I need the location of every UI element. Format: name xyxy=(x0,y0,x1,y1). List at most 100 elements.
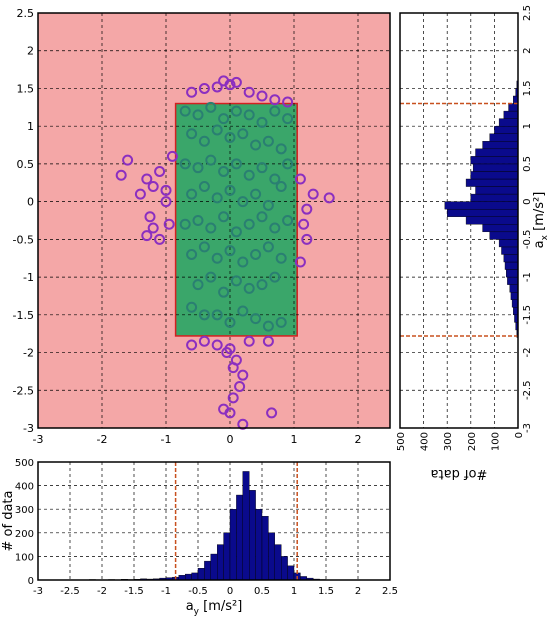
bar xyxy=(444,201,519,210)
point xyxy=(160,196,172,208)
x-axis-label: ay [m/s²] xyxy=(186,599,243,617)
point xyxy=(211,252,223,264)
point xyxy=(186,248,198,260)
point xyxy=(282,158,294,170)
point xyxy=(256,162,268,174)
label-unit: [m/s²] xyxy=(199,599,242,614)
point xyxy=(230,105,242,117)
bar xyxy=(274,544,282,581)
point xyxy=(227,362,239,374)
y-tick-label: -1 xyxy=(23,271,34,284)
point xyxy=(250,313,262,325)
frame xyxy=(37,461,391,581)
point xyxy=(198,335,210,347)
bar xyxy=(281,556,288,581)
x-axis-label: #of data xyxy=(431,466,488,481)
point xyxy=(198,82,210,94)
point xyxy=(262,199,274,211)
y-tick-label: 400 xyxy=(15,482,34,493)
y-tick-label: 0.5 xyxy=(522,156,533,172)
point xyxy=(147,222,159,234)
point xyxy=(237,256,249,268)
bar xyxy=(204,560,211,581)
point xyxy=(256,211,268,223)
point xyxy=(147,181,159,193)
bar xyxy=(210,553,218,581)
x-tick-label: 300 xyxy=(443,432,454,451)
point xyxy=(262,135,274,147)
point xyxy=(211,192,223,204)
point xyxy=(186,86,198,98)
point xyxy=(192,279,204,291)
point xyxy=(198,135,210,147)
y-tick-label: -1.5 xyxy=(13,309,34,322)
bar xyxy=(197,568,205,581)
y-tick-label: -2 xyxy=(522,348,533,358)
x-tick-label: 0 xyxy=(514,432,525,438)
point xyxy=(218,286,230,298)
point xyxy=(269,271,281,283)
point xyxy=(192,162,204,174)
bar xyxy=(191,572,199,581)
point xyxy=(230,158,242,170)
point xyxy=(224,184,236,196)
point xyxy=(275,143,287,155)
point xyxy=(218,165,230,177)
point xyxy=(266,407,278,419)
point xyxy=(243,282,255,294)
y-tick-label: 2.5 xyxy=(17,7,35,20)
y-tick-label: 1.5 xyxy=(522,81,533,97)
point xyxy=(237,305,249,317)
bar xyxy=(511,299,519,308)
y-tick-label: -1.5 xyxy=(522,305,533,325)
bar xyxy=(470,156,519,165)
bar xyxy=(498,118,519,127)
point xyxy=(269,105,281,117)
point xyxy=(218,211,230,223)
point xyxy=(227,392,239,404)
bar xyxy=(489,133,519,142)
bar xyxy=(509,284,519,293)
point xyxy=(186,188,198,200)
y-tick-label: 100 xyxy=(15,552,34,563)
point xyxy=(262,241,274,253)
point xyxy=(179,105,191,117)
bar xyxy=(503,254,519,263)
point xyxy=(243,218,255,230)
point xyxy=(218,113,230,125)
label-sub: x xyxy=(540,234,550,240)
point xyxy=(234,381,246,392)
frame xyxy=(37,12,391,429)
x-tick-label: -2.5 xyxy=(60,586,80,597)
y-tick-label: -3 xyxy=(23,422,34,435)
point xyxy=(198,309,210,321)
point xyxy=(298,218,310,230)
y-tick-label: 0 xyxy=(522,198,533,204)
y-tick-label: -0.5 xyxy=(522,230,533,250)
bar xyxy=(447,208,519,217)
y-tick-label: 0.5 xyxy=(17,158,35,171)
bar xyxy=(501,246,519,255)
point xyxy=(275,181,287,193)
bar xyxy=(472,163,519,172)
x-tick-label: 500 xyxy=(396,432,407,451)
point xyxy=(154,233,166,245)
label-unit: [m/s²] xyxy=(532,192,547,235)
point xyxy=(275,252,287,264)
y-tick-label: -3 xyxy=(522,423,533,433)
bar xyxy=(475,148,519,157)
point xyxy=(294,173,306,185)
point xyxy=(166,150,178,162)
bar xyxy=(504,261,519,270)
bar xyxy=(510,291,519,300)
x-tick-label: 2 xyxy=(355,586,361,597)
y-tick-label: 2.5 xyxy=(522,5,533,21)
x-tick-label: 1 xyxy=(291,586,297,597)
point xyxy=(230,226,242,238)
y-axis-label: ax [m/s²] xyxy=(532,192,550,249)
point xyxy=(211,124,223,136)
x-tick-label: 0.5 xyxy=(254,586,270,597)
y-tick-label: 2 xyxy=(27,45,34,58)
point xyxy=(256,116,268,128)
point xyxy=(224,245,236,257)
